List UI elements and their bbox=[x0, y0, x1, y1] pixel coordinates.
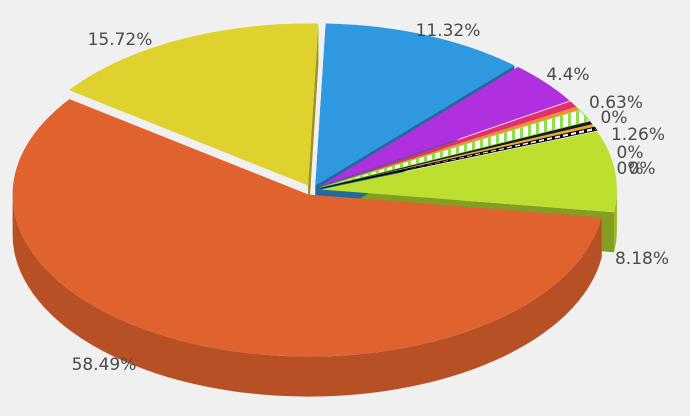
pie-label-8: 8.18% bbox=[615, 249, 669, 269]
pie-slice-cut-10-1 bbox=[308, 23, 319, 226]
pie-labels: 11.32%4.4%0.63%0%1.26%0%0%0%8.18%58.49%1… bbox=[72, 21, 669, 375]
pie-slice-1[interactable] bbox=[318, 66, 570, 187]
pie-slice-4[interactable] bbox=[319, 109, 591, 189]
pie-slice-7[interactable] bbox=[320, 126, 598, 189]
pie-slice-3[interactable] bbox=[319, 106, 580, 188]
pie-slice-8[interactable] bbox=[320, 131, 617, 213]
pie-label-10: 15.72% bbox=[88, 30, 153, 50]
pie-label-3: 0% bbox=[601, 108, 628, 128]
pie-slice-9[interactable] bbox=[12, 99, 602, 357]
pie-label-6: 0% bbox=[617, 159, 644, 179]
pie-slice-10[interactable] bbox=[68, 23, 319, 186]
pie-slice-side-9 bbox=[12, 194, 602, 397]
pie-label-7: 0% bbox=[629, 159, 656, 179]
pie-slice-side-8 bbox=[613, 189, 617, 253]
pie-label-4: 1.26% bbox=[611, 125, 665, 145]
pie-label-9: 58.49% bbox=[72, 355, 137, 375]
pie-slice-tops bbox=[12, 23, 617, 357]
pie-slice-5[interactable] bbox=[320, 121, 593, 189]
pie-slice-2[interactable] bbox=[319, 101, 577, 188]
pie-label-5: 0% bbox=[617, 143, 644, 163]
pie-label-1: 4.4% bbox=[546, 65, 589, 85]
pie-slice-6[interactable] bbox=[320, 124, 595, 189]
pie-slice-0[interactable] bbox=[315, 23, 515, 186]
pie-label-2: 0.63% bbox=[589, 93, 643, 113]
pie-label-0: 11.32% bbox=[416, 21, 481, 41]
